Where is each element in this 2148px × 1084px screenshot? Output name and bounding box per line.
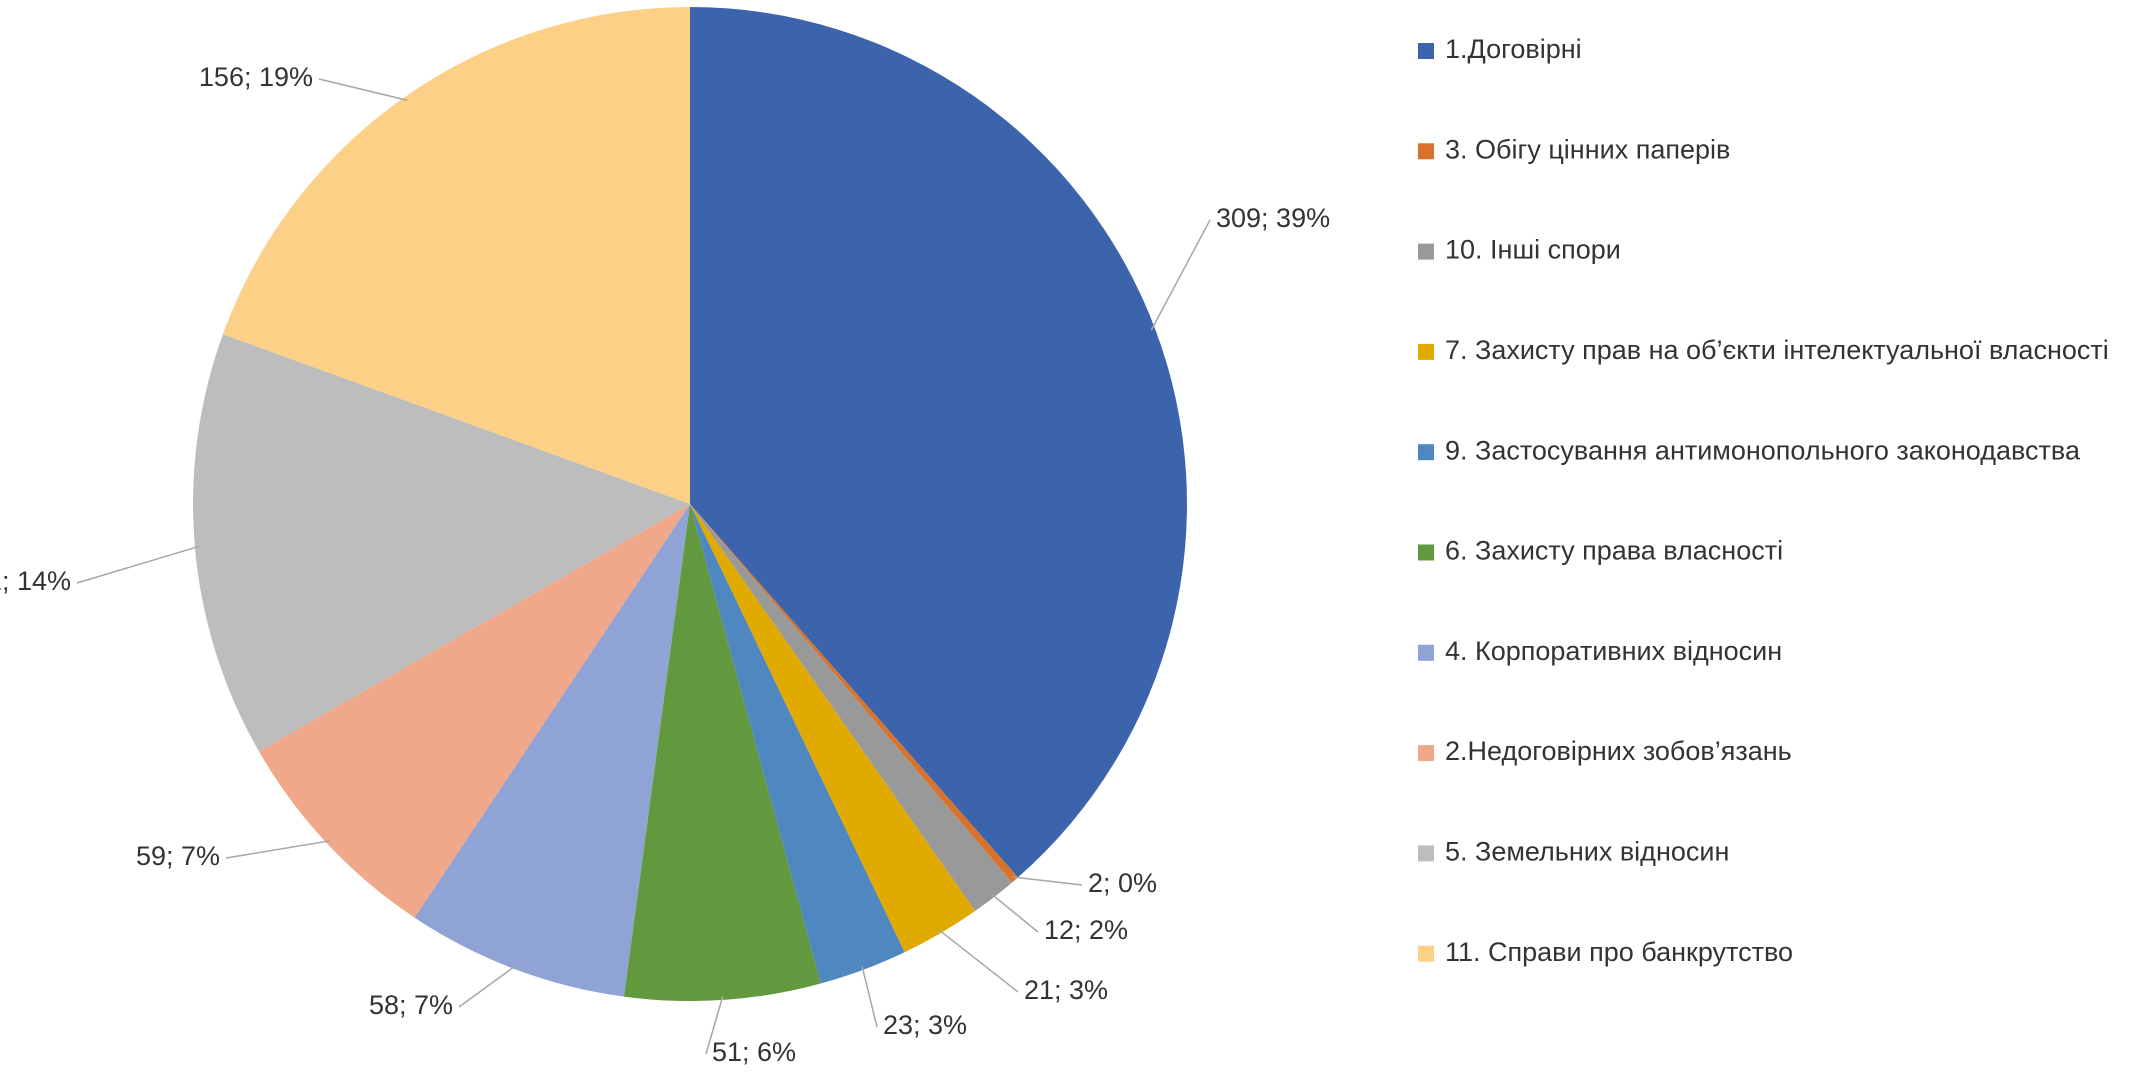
- legend-label: 6. Захисту права власності: [1445, 536, 1783, 566]
- leader-line: [318, 78, 408, 101]
- data-label: 23; 3%: [883, 1010, 967, 1040]
- pie-slice: [414, 504, 690, 997]
- data-label: 111; 14%: [0, 566, 71, 596]
- legend-label: 1.Договірні: [1445, 34, 1582, 64]
- pie-slice: [690, 504, 976, 953]
- legend-label: 3. Обігу цінних паперів: [1445, 134, 1730, 164]
- legend-swatch: [1418, 43, 1434, 59]
- legend-swatch: [1418, 143, 1434, 160]
- legend-label: 9. Застосування антимонопольного законод…: [1445, 435, 2081, 465]
- legend-swatch: [1418, 845, 1434, 862]
- legend-swatch: [1418, 945, 1434, 962]
- legend-swatch: [1418, 444, 1434, 461]
- pie-slice: [690, 504, 1018, 883]
- legend-swatch: [1418, 644, 1434, 661]
- legend-label: 11. Справи про банкрутство: [1445, 937, 1793, 967]
- leader-line: [1012, 876, 1083, 886]
- data-label: 156; 19%: [199, 62, 313, 92]
- data-label: 59; 7%: [136, 841, 220, 871]
- legend-label: 4. Корпоративних відносин: [1445, 636, 1782, 666]
- leader-line: [861, 965, 878, 1028]
- data-label: 21; 3%: [1024, 975, 1108, 1005]
- legend-swatch: [1418, 243, 1434, 260]
- legend-label: 10. Інші спори: [1445, 235, 1621, 265]
- data-label: 12; 2%: [1044, 915, 1128, 945]
- pie-slice: [690, 504, 905, 984]
- legend-swatch: [1418, 745, 1434, 762]
- leader-line: [225, 840, 331, 859]
- legend-swatch: [1418, 544, 1434, 561]
- legend-swatch: [1418, 343, 1434, 360]
- leader-line: [991, 893, 1039, 933]
- leader-line: [705, 995, 724, 1055]
- leader-line: [1150, 219, 1211, 331]
- pie-slice: [690, 504, 1013, 912]
- legend-label: 7. Захисту прав на об’єкти інтелектуальн…: [1445, 335, 2109, 365]
- pie-slice: [690, 7, 1188, 878]
- leader-line: [76, 545, 200, 584]
- pie-slice: [193, 334, 690, 752]
- data-label: 51; 6%: [712, 1037, 796, 1067]
- data-label: 2; 0%: [1088, 868, 1157, 898]
- data-label: 309; 39%: [1216, 203, 1330, 233]
- legend-label: 5. Земельних відносин: [1445, 837, 1729, 867]
- data-label: 58; 7%: [369, 990, 453, 1020]
- leader-line: [458, 964, 517, 1008]
- pie-slice: [258, 504, 690, 918]
- legend-label: 2.Недоговірних зобов’язань: [1445, 736, 1792, 766]
- leader-line: [938, 929, 1019, 993]
- pie-slice: [222, 7, 690, 504]
- pie-slice: [624, 504, 821, 1001]
